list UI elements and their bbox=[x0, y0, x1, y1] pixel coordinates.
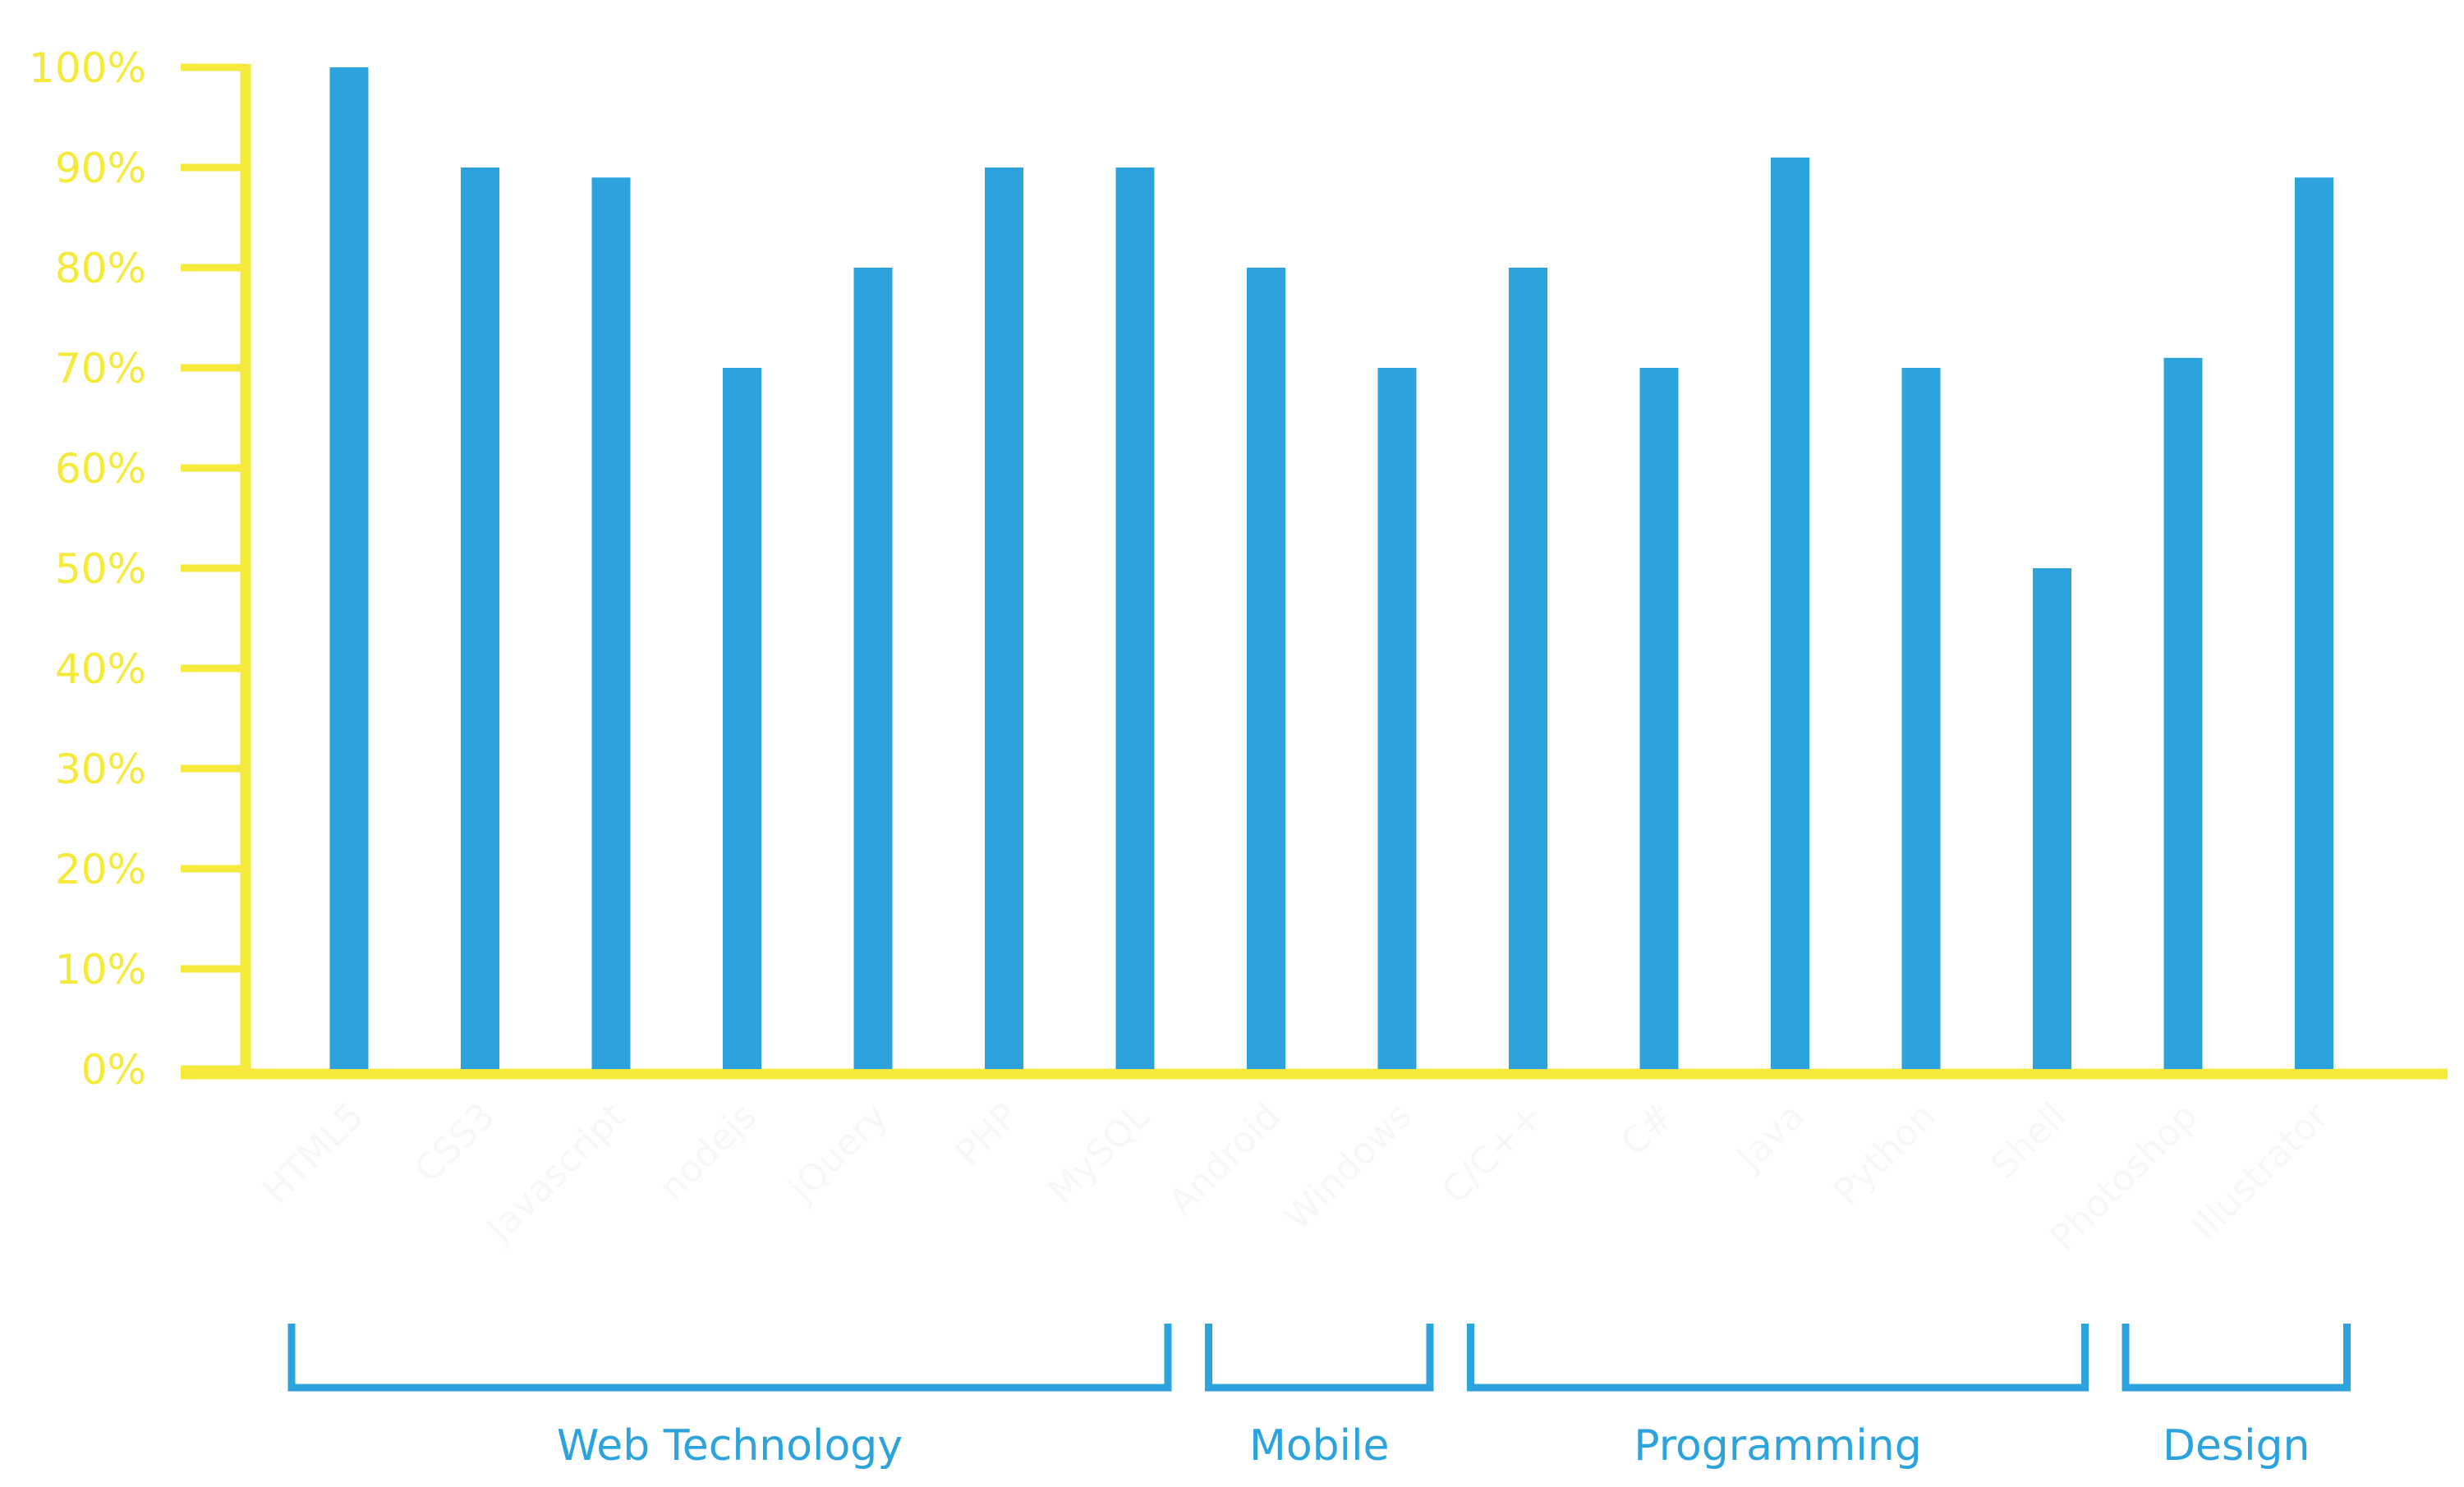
x-tick-label: Shell bbox=[1983, 1095, 2075, 1187]
x-tick-label: Python bbox=[1826, 1095, 1944, 1214]
bar-html5 bbox=[329, 67, 369, 1069]
bars bbox=[329, 67, 2333, 1070]
y-tick-label: 60% bbox=[55, 445, 146, 493]
x-tick-label: Illustrator bbox=[2184, 1095, 2338, 1248]
y-tick-label: 50% bbox=[55, 545, 146, 593]
group-label: Web Technology bbox=[557, 1421, 903, 1471]
bar-java bbox=[1771, 157, 1809, 1069]
y-tick-label: 90% bbox=[55, 145, 146, 192]
x-tick-label: nodejs bbox=[651, 1095, 765, 1209]
bar-javascript bbox=[591, 177, 631, 1070]
x-tick-label: C/C++ bbox=[1434, 1095, 1551, 1212]
bar-python bbox=[1901, 368, 1941, 1069]
x-tick-label: C# bbox=[1613, 1095, 1682, 1164]
bar-photoshop bbox=[2163, 357, 2203, 1069]
x-tick-label: HTML5 bbox=[255, 1095, 371, 1212]
bar-shell bbox=[2033, 568, 2071, 1069]
y-tick-label: 30% bbox=[55, 746, 146, 793]
bar-windows bbox=[1377, 368, 1417, 1069]
y-tick-label: 40% bbox=[55, 645, 146, 693]
y-tick-label: 10% bbox=[55, 946, 146, 994]
bar-css3 bbox=[461, 168, 499, 1069]
x-tick-label: PHP bbox=[947, 1095, 1027, 1175]
y-tick-label: 100% bbox=[29, 44, 146, 92]
bar-android bbox=[1247, 268, 1285, 1069]
bar-illustrator bbox=[2295, 177, 2333, 1070]
bar-jquery bbox=[853, 268, 893, 1069]
group-bracket bbox=[1205, 1324, 1434, 1392]
group-label: Programming bbox=[1634, 1421, 1921, 1471]
group-label: Design bbox=[2163, 1421, 2310, 1471]
y-tick-label: 70% bbox=[55, 345, 146, 392]
x-tick-label: Java bbox=[1727, 1095, 1813, 1181]
y-axis-ticks: 0% 10% 20% 30% 40% 50% 60% 70% 80% 90% 100% bbox=[29, 44, 246, 1094]
x-tick-label: CSS3 bbox=[407, 1095, 503, 1191]
y-tick-label: 0% bbox=[81, 1046, 146, 1094]
group-label: Mobile bbox=[1249, 1421, 1390, 1471]
bar-c- bbox=[1639, 368, 1679, 1069]
group-bracket bbox=[287, 1324, 1172, 1392]
bar-nodejs bbox=[723, 368, 761, 1069]
group-bracket bbox=[2122, 1324, 2351, 1392]
category-groups: Web Technology Mobile Programming Design bbox=[287, 1324, 2351, 1471]
bar-php bbox=[985, 168, 1023, 1069]
group-bracket bbox=[1467, 1324, 2089, 1392]
y-tick-label: 20% bbox=[55, 846, 146, 893]
x-tick-label: jQuery bbox=[781, 1095, 896, 1210]
x-tick-label: Windows bbox=[1276, 1095, 1420, 1239]
x-tick-label: MySQL bbox=[1041, 1095, 1158, 1212]
x-tick-label: Javascript bbox=[477, 1095, 634, 1252]
bar-mysql bbox=[1115, 168, 1155, 1069]
bar-c-c- bbox=[1509, 268, 1547, 1069]
x-tick-label: Android bbox=[1161, 1095, 1289, 1223]
y-tick-label: 80% bbox=[55, 245, 146, 292]
